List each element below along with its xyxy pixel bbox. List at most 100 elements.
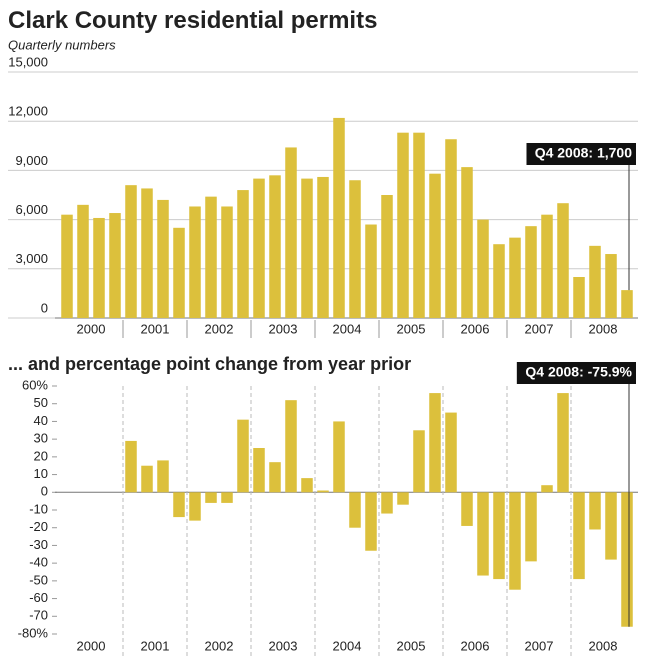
bar bbox=[445, 412, 457, 493]
bar bbox=[205, 492, 217, 503]
bar bbox=[189, 206, 201, 318]
bar bbox=[253, 448, 265, 493]
bar bbox=[525, 226, 537, 318]
y-tick-label: 30 bbox=[34, 431, 48, 446]
y-tick-label: 9,000 bbox=[15, 153, 48, 168]
bar bbox=[333, 117, 345, 318]
bar bbox=[429, 173, 441, 318]
x-tick-label: 2000 bbox=[77, 638, 106, 653]
bar bbox=[397, 132, 409, 318]
y-tick-label: 40 bbox=[34, 413, 48, 428]
x-tick-label: 2003 bbox=[269, 638, 298, 653]
bar bbox=[221, 492, 233, 503]
bar bbox=[301, 178, 313, 318]
chart-subtitle: Quarterly numbers bbox=[8, 37, 116, 52]
bar bbox=[269, 462, 281, 493]
bar bbox=[157, 460, 169, 493]
bar bbox=[477, 492, 489, 576]
annotation-box bbox=[516, 362, 636, 384]
bar bbox=[573, 277, 585, 318]
bar bbox=[445, 139, 457, 318]
y-tick-label: -40 bbox=[29, 555, 48, 570]
y-tick-label: -30 bbox=[29, 537, 48, 552]
bar bbox=[493, 244, 505, 318]
bar bbox=[349, 492, 361, 528]
y-tick-label: 10 bbox=[34, 466, 48, 481]
bar bbox=[125, 440, 137, 493]
bar bbox=[589, 245, 601, 318]
bar bbox=[173, 492, 185, 518]
bar bbox=[461, 492, 473, 526]
bar bbox=[413, 430, 425, 493]
panel-title: ... and percentage point change from yea… bbox=[8, 354, 411, 374]
bar bbox=[493, 492, 505, 580]
y-tick-label: -50 bbox=[29, 572, 48, 587]
bar bbox=[477, 219, 489, 318]
y-tick-label: 60% bbox=[22, 377, 48, 392]
x-tick-label: 2002 bbox=[205, 321, 234, 336]
bar bbox=[61, 214, 73, 318]
bar bbox=[157, 199, 169, 318]
bar bbox=[301, 478, 313, 493]
bar bbox=[525, 492, 537, 562]
bar bbox=[541, 485, 553, 493]
y-tick-label: 0 bbox=[41, 300, 48, 315]
bar bbox=[317, 176, 329, 318]
bar bbox=[237, 190, 249, 318]
bar bbox=[141, 188, 153, 318]
x-tick-label: 2006 bbox=[461, 321, 490, 336]
y-tick-label: 0 bbox=[41, 484, 48, 499]
x-tick-label: 2001 bbox=[141, 638, 170, 653]
bar bbox=[141, 465, 153, 493]
bar bbox=[621, 290, 633, 318]
y-tick-label: -20 bbox=[29, 519, 48, 534]
bar bbox=[429, 393, 441, 493]
y-tick-label: 20 bbox=[34, 448, 48, 463]
bar bbox=[381, 195, 393, 318]
x-tick-label: 2008 bbox=[589, 321, 618, 336]
bar bbox=[557, 203, 569, 318]
bar bbox=[365, 492, 377, 551]
bar bbox=[205, 196, 217, 318]
bar bbox=[557, 393, 569, 493]
y-tick-label: 3,000 bbox=[15, 251, 48, 266]
bar bbox=[509, 237, 521, 318]
x-tick-label: 2005 bbox=[397, 638, 426, 653]
bar bbox=[413, 132, 425, 318]
x-tick-label: 2004 bbox=[333, 321, 362, 336]
bar bbox=[77, 204, 89, 318]
x-tick-label: 2000 bbox=[77, 321, 106, 336]
bar bbox=[269, 175, 281, 318]
x-tick-label: 2008 bbox=[589, 638, 618, 653]
y-tick-label: 15,000 bbox=[8, 54, 48, 69]
bar bbox=[621, 492, 633, 627]
x-tick-label: 2003 bbox=[269, 321, 298, 336]
bar bbox=[221, 206, 233, 318]
x-tick-label: 2001 bbox=[141, 321, 170, 336]
x-tick-label: 2007 bbox=[525, 321, 554, 336]
bar bbox=[461, 167, 473, 318]
bar bbox=[541, 214, 553, 318]
bar bbox=[397, 492, 409, 505]
y-tick-label: 6,000 bbox=[15, 202, 48, 217]
y-tick-label: -60 bbox=[29, 590, 48, 605]
bar bbox=[349, 180, 361, 318]
bar bbox=[285, 400, 297, 493]
bar bbox=[253, 178, 265, 318]
x-tick-label: 2004 bbox=[333, 638, 362, 653]
bar bbox=[589, 492, 601, 530]
bar bbox=[93, 217, 105, 318]
chart-title: Clark County residential permits bbox=[8, 7, 377, 34]
bar bbox=[237, 419, 249, 493]
x-tick-label: 2002 bbox=[205, 638, 234, 653]
x-tick-label: 2006 bbox=[461, 638, 490, 653]
bar bbox=[189, 492, 201, 521]
x-tick-label: 2007 bbox=[525, 638, 554, 653]
annotation: Q4 2008: 1,700 bbox=[535, 145, 633, 161]
y-tick-label: 50 bbox=[34, 395, 48, 410]
y-tick-label: -10 bbox=[29, 501, 48, 516]
y-tick-label: -80% bbox=[18, 625, 49, 640]
bar bbox=[605, 492, 617, 560]
bar bbox=[109, 213, 121, 318]
